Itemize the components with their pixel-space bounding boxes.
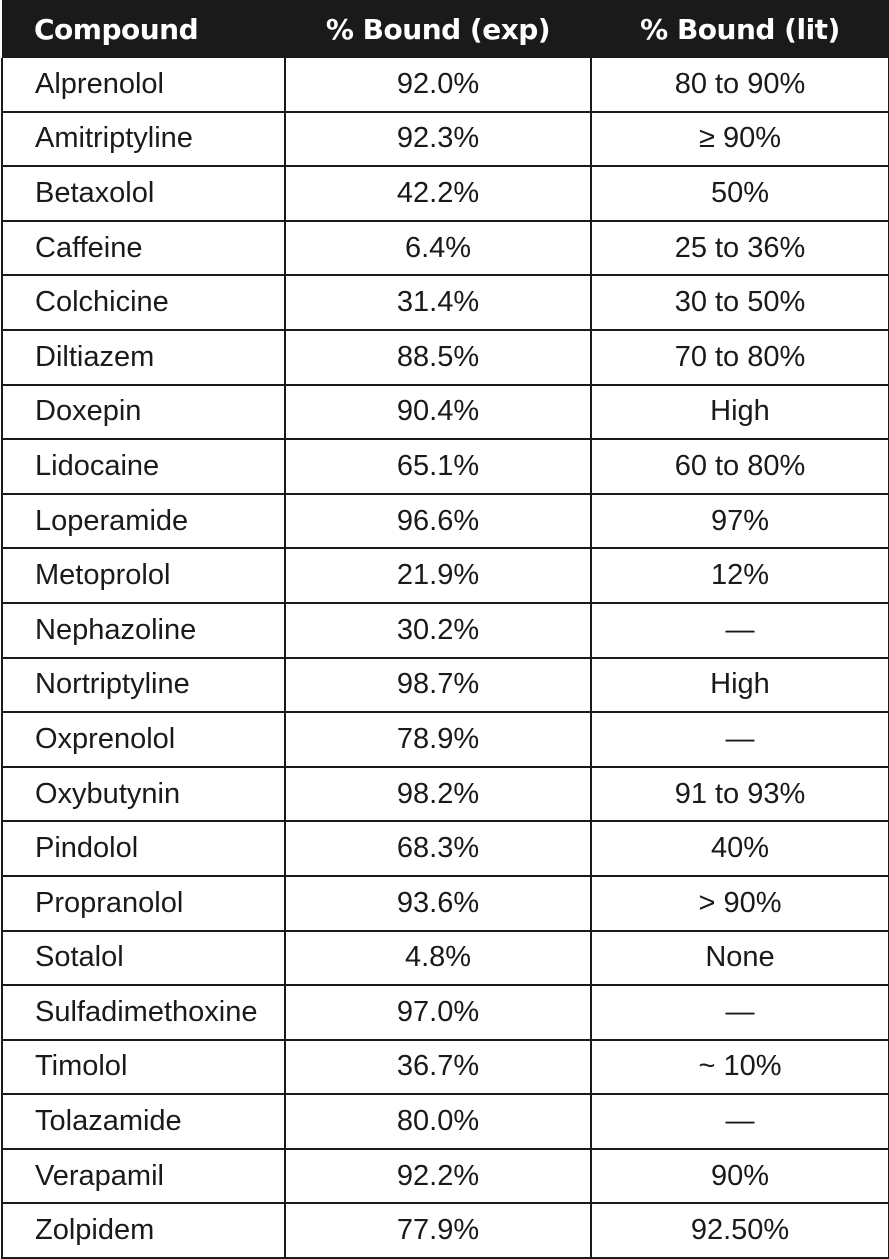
- cell-bound-exp: 98.2%: [284, 765, 592, 823]
- cell-bound-lit: 97%: [590, 492, 889, 550]
- cell-bound-exp: 92.2%: [284, 1147, 592, 1205]
- cell-bound-lit: 92.50%: [590, 1202, 889, 1259]
- cell-compound: Amitriptyline: [1, 110, 286, 168]
- cell-compound: Betaxolol: [1, 165, 286, 222]
- table-row: Oxprenolol 78.9% —: [1, 711, 889, 768]
- cell-bound-exp: 96.6%: [284, 492, 592, 550]
- table-row: Pindolol 68.3% 40%: [1, 820, 889, 877]
- cell-bound-exp: 31.4%: [284, 274, 592, 331]
- table-row: Sulfadimethoxine 97.0% —: [1, 984, 889, 1041]
- table-row: Lidocaine 65.1% 60 to 80%: [1, 438, 889, 495]
- cell-bound-lit: High: [590, 383, 889, 441]
- cell-bound-exp: 93.6%: [284, 874, 592, 932]
- cell-bound-exp: 88.5%: [284, 328, 592, 386]
- cell-bound-lit: 90%: [590, 1147, 889, 1205]
- cell-compound: Diltiazem: [1, 328, 286, 386]
- cell-compound: Loperamide: [1, 492, 286, 550]
- cell-bound-exp: 97.0%: [284, 984, 592, 1041]
- cell-bound-lit: None: [590, 929, 889, 987]
- table-row: Verapamil 92.2% 90%: [1, 1147, 889, 1205]
- cell-bound-lit: 50%: [590, 165, 889, 222]
- table-row: Oxybutynin 98.2% 91 to 93%: [1, 765, 889, 823]
- cell-bound-lit: 25 to 36%: [590, 219, 889, 277]
- table-row: Metoprolol 21.9% 12%: [1, 547, 889, 604]
- table-row: Colchicine 31.4% 30 to 50%: [1, 274, 889, 331]
- cell-compound: Oxybutynin: [1, 765, 286, 823]
- cell-compound: Doxepin: [1, 383, 286, 441]
- cell-bound-lit: 40%: [590, 820, 889, 877]
- cell-compound: Nephazoline: [1, 601, 286, 659]
- cell-bound-exp: 30.2%: [284, 601, 592, 659]
- cell-compound: Lidocaine: [1, 438, 286, 495]
- cell-compound: Sotalol: [1, 929, 286, 987]
- column-header-bound-lit: % Bound (lit): [591, 0, 889, 58]
- table-header: Compound % Bound (exp) % Bound (lit): [2, 0, 889, 58]
- cell-bound-exp: 6.4%: [284, 219, 592, 277]
- cell-bound-lit: 80 to 90%: [590, 58, 889, 113]
- cell-bound-exp: 65.1%: [284, 438, 592, 495]
- table-row: Tolazamide 80.0% —: [1, 1093, 889, 1150]
- cell-bound-lit: 30 to 50%: [590, 274, 889, 331]
- cell-compound: Caffeine: [1, 219, 286, 277]
- cell-bound-lit: ≥ 90%: [590, 110, 889, 168]
- table-row: Doxepin 90.4% High: [1, 383, 889, 441]
- table-row: Nortriptyline 98.7% High: [1, 656, 889, 714]
- cell-bound-exp: 92.0%: [284, 58, 592, 113]
- column-header-compound: Compound: [2, 0, 285, 58]
- cell-bound-lit: —: [590, 1093, 889, 1150]
- cell-bound-exp: 90.4%: [284, 383, 592, 441]
- table-row: Amitriptyline 92.3% ≥ 90%: [1, 110, 889, 168]
- cell-compound: Timolol: [1, 1038, 286, 1096]
- table-row: Zolpidem 77.9% 92.50%: [1, 1202, 889, 1259]
- cell-bound-exp: 77.9%: [284, 1202, 592, 1259]
- table-row: Alprenolol 92.0% 80 to 90%: [1, 58, 889, 113]
- table-row: Timolol 36.7% ~ 10%: [1, 1038, 889, 1096]
- cell-bound-lit: High: [590, 656, 889, 714]
- cell-bound-exp: 92.3%: [284, 110, 592, 168]
- cell-bound-lit: ~ 10%: [590, 1038, 889, 1096]
- cell-bound-lit: 91 to 93%: [590, 765, 889, 823]
- cell-compound: Zolpidem: [1, 1202, 286, 1259]
- cell-compound: Tolazamide: [1, 1093, 286, 1150]
- cell-bound-exp: 21.9%: [284, 547, 592, 604]
- cell-bound-exp: 80.0%: [284, 1093, 592, 1150]
- cell-compound: Verapamil: [1, 1147, 286, 1205]
- table-row: Nephazoline 30.2% —: [1, 601, 889, 659]
- table-row: Diltiazem 88.5% 70 to 80%: [1, 328, 889, 386]
- cell-bound-lit: 70 to 80%: [590, 328, 889, 386]
- table-row: Sotalol 4.8% None: [1, 929, 889, 987]
- cell-compound: Metoprolol: [1, 547, 286, 604]
- cell-compound: Oxprenolol: [1, 711, 286, 768]
- cell-bound-exp: 98.7%: [284, 656, 592, 714]
- cell-bound-lit: —: [590, 984, 889, 1041]
- cell-bound-exp: 36.7%: [284, 1038, 592, 1096]
- cell-bound-lit: 60 to 80%: [590, 438, 889, 495]
- cell-bound-exp: 4.8%: [284, 929, 592, 987]
- cell-bound-lit: 12%: [590, 547, 889, 604]
- cell-compound: Propranolol: [1, 874, 286, 932]
- cell-compound: Sulfadimethoxine: [1, 984, 286, 1041]
- cell-bound-lit: > 90%: [590, 874, 889, 932]
- cell-bound-exp: 68.3%: [284, 820, 592, 877]
- table-row: Loperamide 96.6% 97%: [1, 492, 889, 550]
- table-row: Caffeine 6.4% 25 to 36%: [1, 219, 889, 277]
- cell-compound: Colchicine: [1, 274, 286, 331]
- cell-compound: Alprenolol: [1, 58, 286, 113]
- cell-bound-exp: 42.2%: [284, 165, 592, 222]
- column-header-bound-exp: % Bound (exp): [285, 0, 591, 58]
- cell-compound: Nortriptyline: [1, 656, 286, 714]
- cell-bound-lit: —: [590, 711, 889, 768]
- cell-compound: Pindolol: [1, 820, 286, 877]
- table-row: Betaxolol 42.2% 50%: [1, 165, 889, 222]
- header-row: Compound % Bound (exp) % Bound (lit): [2, 0, 889, 58]
- cell-bound-exp: 78.9%: [284, 711, 592, 768]
- table-row: Propranolol 93.6% > 90%: [1, 874, 889, 932]
- cell-bound-lit: —: [590, 601, 889, 659]
- table-body: Alprenolol 92.0% 80 to 90% Amitriptyline 92.…: [1, 58, 889, 1259]
